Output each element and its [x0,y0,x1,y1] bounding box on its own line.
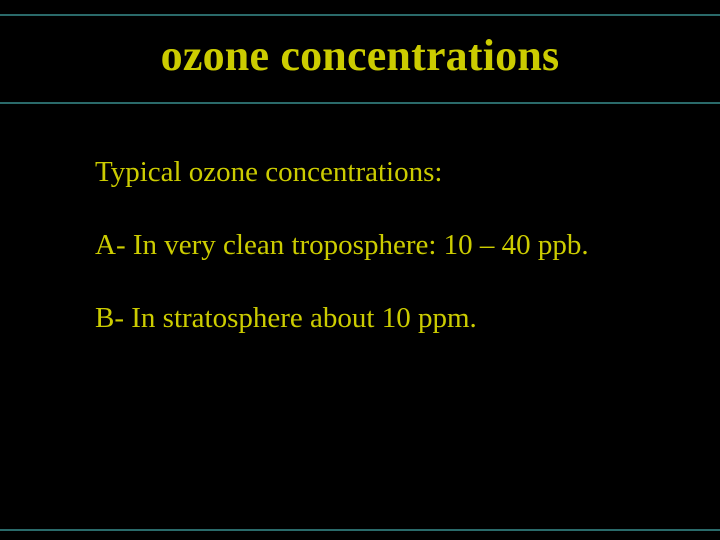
divider-top-2 [0,102,720,104]
slide-title: ozone concentrations [0,30,720,81]
slide: ozone concentrations Typical ozone conce… [0,0,720,540]
slide-body: Typical ozone concentrations: A- In very… [95,155,655,373]
body-line-a: A- In very clean troposphere: 10 – 40 pp… [95,228,655,263]
divider-bottom [0,529,720,531]
body-line-intro: Typical ozone concentrations: [95,155,655,190]
divider-top-1 [0,14,720,16]
body-line-b: B- In stratosphere about 10 ppm. [95,301,655,336]
